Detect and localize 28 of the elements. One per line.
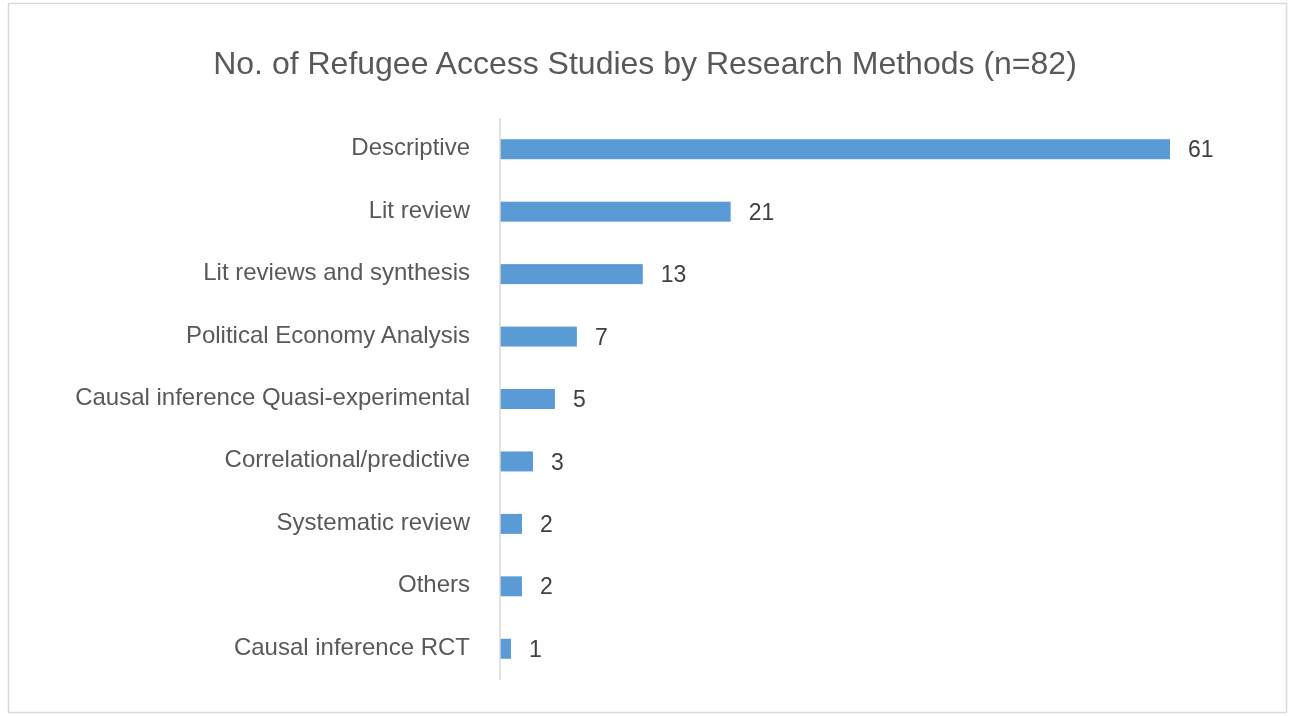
data-label: 7 (594, 323, 608, 350)
y-tick-label: Descriptive (351, 133, 470, 161)
data-label: 21 (748, 198, 775, 225)
y-tick-label: Lit reviews and synthesis (203, 258, 470, 286)
data-label: 3 (550, 448, 564, 475)
bar (500, 389, 555, 409)
bar (500, 576, 522, 597)
bar (500, 139, 1170, 160)
data-label: 2 (539, 573, 553, 600)
y-tick-label: Lit review (368, 196, 471, 224)
bar (500, 451, 533, 472)
y-tick-label: Political Economy Analysis (185, 320, 470, 348)
bar (500, 638, 511, 659)
y-tick-label: Systematic review (276, 508, 471, 536)
bar (500, 513, 522, 534)
bar (500, 264, 643, 285)
data-label: 13 (660, 261, 687, 288)
bar (500, 326, 577, 347)
y-tick-label: Correlational/predictive (224, 445, 470, 473)
y-tick-label: Others (397, 570, 470, 598)
bar (500, 201, 731, 222)
y-tick-label: Causal inference Quasi-experimental (75, 383, 470, 411)
data-label: 5 (572, 386, 586, 413)
data-label: 61 (1188, 136, 1214, 163)
data-label: 1 (528, 635, 542, 662)
chart-title: No. of Refugee Access Studies by Research Methods (n=82) (213, 45, 1077, 82)
data-label: 2 (539, 510, 553, 537)
y-tick-label: Causal inference RCT (233, 633, 471, 661)
